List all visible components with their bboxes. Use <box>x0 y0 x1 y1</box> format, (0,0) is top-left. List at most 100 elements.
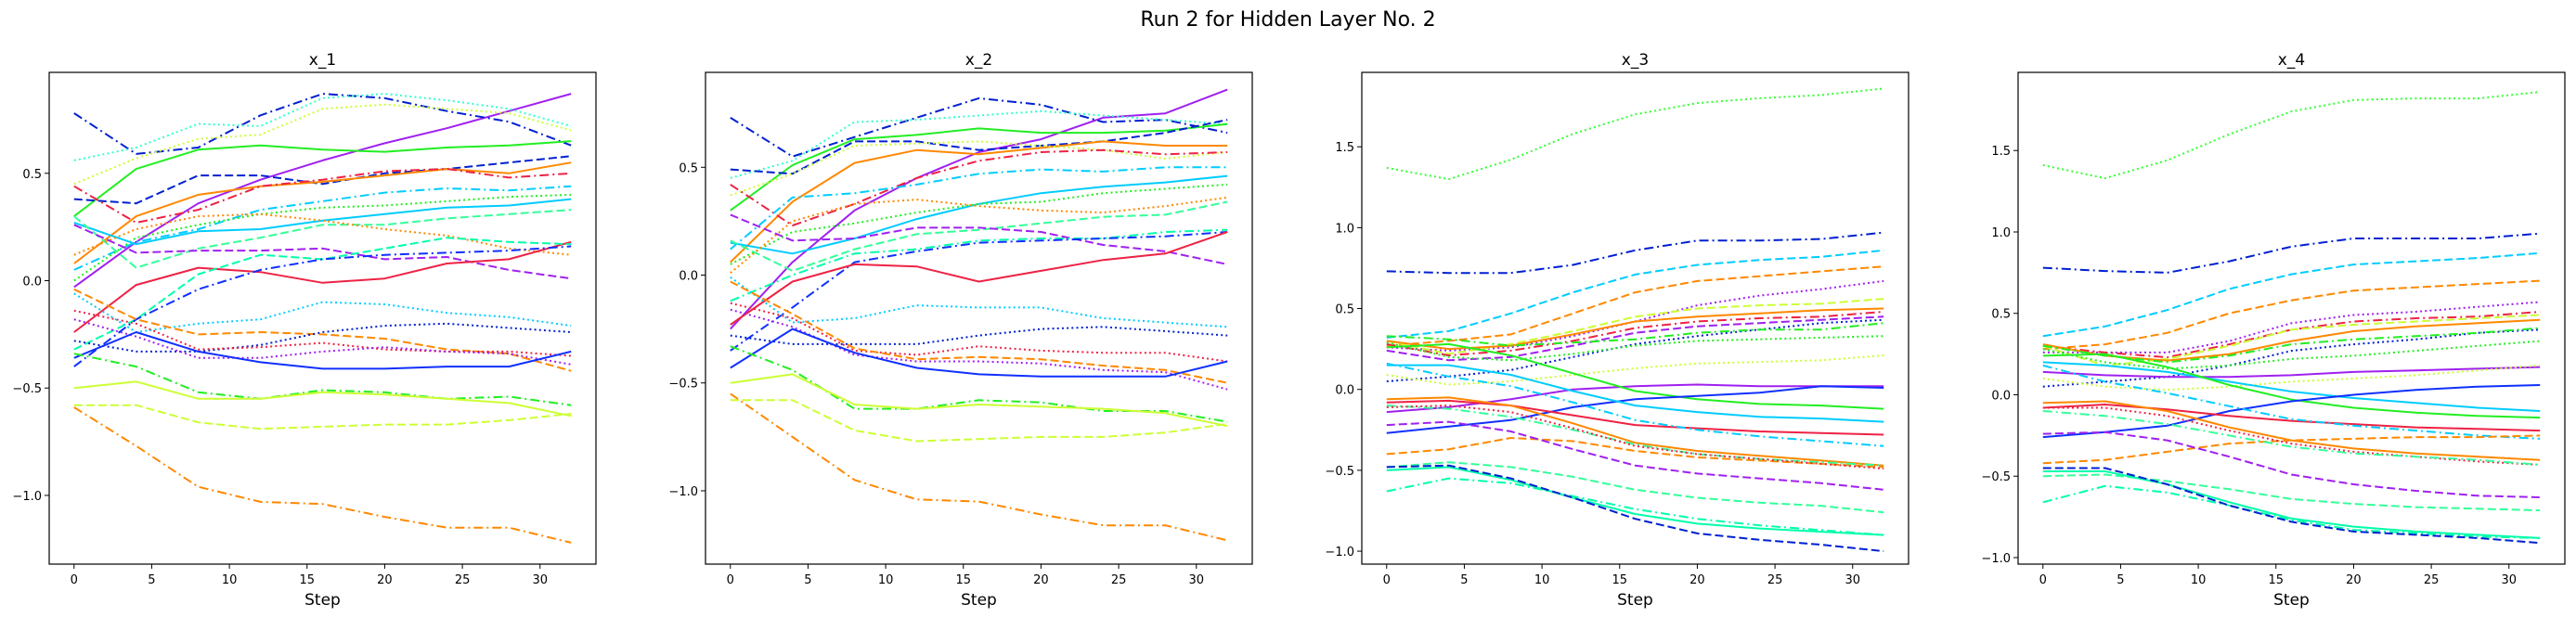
subplot-title: x_3 <box>1622 51 1649 70</box>
x-tick-label: 5 <box>2116 573 2124 587</box>
x-tick-label: 10 <box>1534 573 1550 587</box>
series-line-27 <box>730 392 1228 542</box>
figure-suptitle: Run 2 for Hidden Layer No. 2 <box>1140 8 1435 32</box>
subplot-4: 0 5 10 15 20 25 30 −1.0 −0.5 0.0 0.5 1.0 1.5 x_4 Step <box>1981 51 2566 610</box>
x-tick-label: 15 <box>1612 573 1627 587</box>
series-line-15 <box>2042 353 2541 419</box>
x-axis-label: Step <box>304 591 341 610</box>
series-line-4 <box>730 122 1228 212</box>
series-line-4 <box>73 103 572 186</box>
series-line-19 <box>2042 434 2541 465</box>
series-line-2 <box>73 93 572 155</box>
series-line-16 <box>1386 385 1884 434</box>
series-line-12 <box>2042 366 2541 379</box>
series-line-25 <box>1386 461 1884 514</box>
series-line-10 <box>730 174 1228 255</box>
series-line-1 <box>2042 91 2541 180</box>
series-group <box>730 88 1228 542</box>
series-line-7 <box>73 161 572 264</box>
series-line-22 <box>1386 405 1884 467</box>
subplot-title: x_2 <box>965 51 992 70</box>
series-line-26 <box>2042 470 2541 539</box>
series-line-2 <box>730 96 1228 158</box>
x-tick-label: 10 <box>878 573 894 587</box>
y-tick-label: −1.0 <box>668 485 698 499</box>
y-tick-label: −1.0 <box>12 490 42 504</box>
x-tick-label: 0 <box>71 573 78 587</box>
series-line-2 <box>1386 231 1884 275</box>
series-line-21 <box>730 280 1228 384</box>
y-tick-label: −0.5 <box>668 378 698 392</box>
axes-frame <box>705 71 1253 565</box>
y-tick-label: 0.5 <box>1991 308 2011 322</box>
y-tick-label: 1.0 <box>1335 222 1354 236</box>
series-line-7 <box>2042 314 2541 366</box>
series-line-13 <box>73 212 572 256</box>
subplot-title: x_1 <box>309 51 336 70</box>
x-tick-label: 30 <box>532 573 548 587</box>
series-line-23 <box>2042 431 2541 498</box>
series-line-18 <box>1386 399 1884 436</box>
x-tick-label: 30 <box>1845 573 1860 587</box>
series-line-1 <box>730 88 1228 330</box>
series-line-14 <box>1386 383 1884 414</box>
axes-frame <box>1361 71 1909 565</box>
series-line-20 <box>2042 400 2541 461</box>
x-axis-label: Step <box>961 591 997 610</box>
series-line-23 <box>1386 405 1884 470</box>
y-tick-label: 0.0 <box>1335 384 1354 398</box>
series-line-21 <box>2042 406 2541 466</box>
series-line-5 <box>73 140 572 217</box>
series-line-17 <box>1386 364 1884 423</box>
x-tick-label: 20 <box>377 573 393 587</box>
series-line-3 <box>2042 251 2541 338</box>
series-line-16 <box>73 237 572 351</box>
series-line-15 <box>1386 342 1884 410</box>
series-line-11 <box>1386 322 1884 347</box>
y-tick-label: −1.0 <box>1325 546 1354 559</box>
x-tick-label: 0 <box>1383 573 1391 587</box>
series-line-14 <box>73 224 572 280</box>
series-line-6 <box>2042 311 2541 359</box>
series-line-8 <box>2042 318 2541 362</box>
series-line-4 <box>1386 265 1884 347</box>
series-line-6 <box>73 155 572 205</box>
series-line-20 <box>730 302 1228 363</box>
series-line-11 <box>730 183 1228 265</box>
subplot-title: x_4 <box>2278 51 2305 70</box>
x-axis-label: Step <box>1617 591 1653 610</box>
series-line-11 <box>73 198 572 246</box>
x-tick-label: 15 <box>2268 573 2284 587</box>
series-line-14 <box>2042 361 2541 412</box>
series-line-24 <box>1386 420 1884 491</box>
x-tick-label: 15 <box>955 573 971 587</box>
x-tick-label: 30 <box>2501 573 2517 587</box>
series-line-14 <box>730 213 1228 265</box>
y-tick-label: 0.0 <box>1991 389 2011 403</box>
series-line-16 <box>2042 384 2541 439</box>
series-group <box>73 93 572 544</box>
series-line-22 <box>2042 410 2541 466</box>
x-tick-label: 0 <box>2039 573 2047 587</box>
series-line-12 <box>73 209 572 269</box>
series-line-22 <box>73 318 572 366</box>
subplot-2: 0 5 10 15 20 25 30 −1.0 −0.5 0.0 0.5 x_2 Step <box>668 51 1253 610</box>
series-line-13 <box>2042 364 2541 392</box>
y-tick-label: 0.5 <box>679 161 698 175</box>
y-tick-label: 1.5 <box>1335 141 1354 155</box>
series-line-24 <box>73 353 572 406</box>
series-line-17 <box>73 245 572 367</box>
x-tick-label: 20 <box>1689 573 1705 587</box>
x-tick-label: 20 <box>2346 573 2362 587</box>
x-tick-label: 30 <box>1188 573 1204 587</box>
y-tick-label: −0.5 <box>1981 470 2011 484</box>
series-line-1 <box>73 93 572 289</box>
series-line-12 <box>1386 335 1884 362</box>
series-line-5 <box>2042 301 2541 353</box>
y-tick-label: 0.5 <box>1335 303 1354 317</box>
x-tick-label: 0 <box>727 573 734 587</box>
subplot-1: 0 5 10 15 20 25 30 −1.0 −0.5 0.0 0.5 x_1 Step <box>12 51 597 610</box>
series-line-17 <box>2042 404 2541 432</box>
axes-frame <box>48 71 597 565</box>
